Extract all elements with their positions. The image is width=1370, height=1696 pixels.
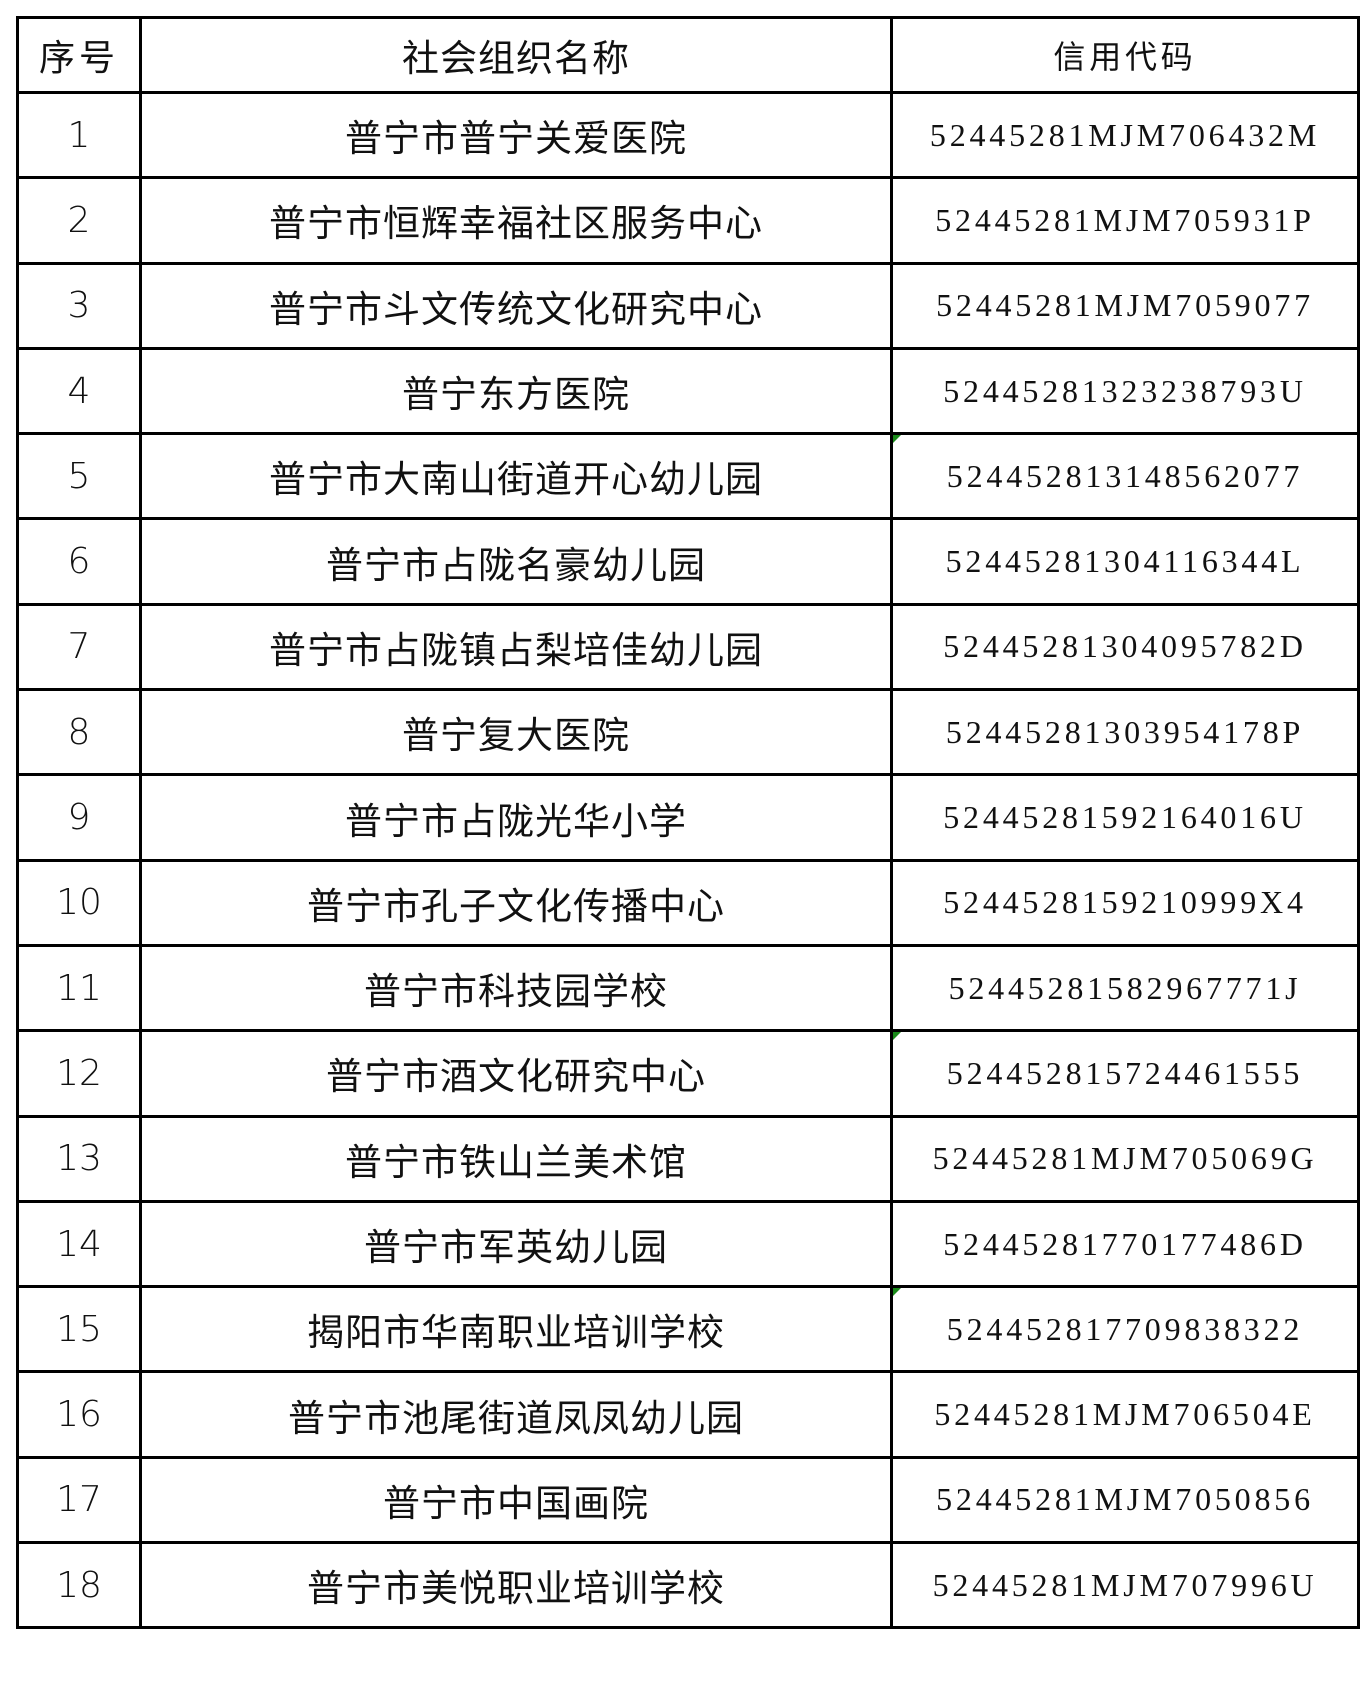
- organization-name-cell: 普宁市占陇光华小学: [139, 773, 893, 862]
- credit-code-cell: 52445281304095782D: [890, 602, 1360, 692]
- serial-number-cell: 6: [16, 517, 142, 606]
- table-row: 9 普宁市占陇光华小学 52445281592164016U: [16, 773, 1360, 862]
- error-indicator-icon: [893, 1288, 901, 1297]
- credit-code-cell: 52445281MJM705069G: [890, 1114, 1360, 1203]
- serial-number-cell: 3: [16, 261, 142, 350]
- organization-name-cell: 普宁市美悦职业培训学校: [139, 1541, 893, 1630]
- credit-code-text: 5244528159210999X4: [943, 884, 1307, 921]
- organization-name-cell: 普宁市科技园学校: [139, 943, 893, 1033]
- credit-code-text: 52445281304116344L: [945, 543, 1305, 580]
- credit-code-cell: 524452817709838322: [890, 1285, 1360, 1374]
- organization-name-cell: 普宁市斗文传统文化研究中心: [139, 261, 893, 350]
- header-serial-number: 序号: [16, 16, 142, 94]
- credit-code-text: 52445281582967771J: [948, 969, 1302, 1006]
- table-row: 7 普宁市占陇镇占梨培佳幼儿园 52445281304095782D: [16, 602, 1360, 692]
- table-row: 10 普宁市孔子文化传播中心 5244528159210999X4: [16, 858, 1360, 947]
- header-organization-name: 社会组织名称: [139, 16, 893, 94]
- error-indicator-icon: [893, 1032, 901, 1041]
- credit-code-text: 524452813148562077: [946, 457, 1304, 494]
- table-row: 11 普宁市科技园学校 52445281582967771J: [16, 943, 1360, 1033]
- organization-name-cell: 普宁市普宁关爱医院: [139, 90, 893, 180]
- credit-code-text: 52445281592164016U: [943, 799, 1307, 836]
- serial-number-cell: 4: [16, 346, 142, 436]
- serial-number-cell: 18: [16, 1541, 142, 1630]
- credit-code-cell: 52445281MJM706432M: [890, 90, 1360, 180]
- organization-name-cell: 普宁市池尾街道凤凤幼儿园: [139, 1370, 893, 1459]
- header-credit-code: 信用代码: [890, 16, 1360, 94]
- serial-number-cell: 11: [16, 943, 142, 1033]
- table-row: 6 普宁市占陇名豪幼儿园 52445281304116344L: [16, 517, 1360, 606]
- credit-code-text: 52445281MJM7059077: [936, 287, 1314, 324]
- credit-code-text: 52445281770177486D: [943, 1225, 1307, 1262]
- table-row: 17 普宁市中国画院 52445281MJM7050856: [16, 1455, 1360, 1545]
- credit-code-text: 52445281MJM706504E: [934, 1396, 1316, 1433]
- organization-name-cell: 普宁市恒辉幸福社区服务中心: [139, 176, 893, 265]
- credit-code-cell: 52445281MJM705931P: [890, 176, 1360, 265]
- credit-code-cell: 52445281582967771J: [890, 943, 1360, 1033]
- credit-code-text: 52445281MJM707996U: [932, 1566, 1318, 1603]
- organization-name-cell: 普宁市中国画院: [139, 1455, 893, 1545]
- organization-name-cell: 普宁复大医院: [139, 688, 893, 777]
- organization-name-cell: 普宁市大南山街道开心幼儿园: [139, 432, 893, 521]
- table-row: 12 普宁市酒文化研究中心 524452815724461555: [16, 1029, 1360, 1118]
- organization-name-cell: 普宁市占陇名豪幼儿园: [139, 517, 893, 606]
- serial-number-cell: 14: [16, 1199, 142, 1289]
- organization-name-cell: 揭阳市华南职业培训学校: [139, 1285, 893, 1374]
- serial-number-cell: 5: [16, 432, 142, 521]
- credit-code-text: 52445281323238793U: [943, 372, 1307, 409]
- organization-name-cell: 普宁市军英幼儿园: [139, 1199, 893, 1289]
- credit-code-text: 52445281303954178P: [945, 713, 1305, 750]
- organization-name-cell: 普宁市占陇镇占梨培佳幼儿园: [139, 602, 893, 692]
- serial-number-cell: 9: [16, 773, 142, 862]
- error-indicator-icon: [893, 435, 901, 444]
- credit-code-text: 52445281MJM705931P: [935, 201, 1315, 238]
- credit-code-text: 52445281MJM7050856: [936, 1481, 1314, 1518]
- credit-code-text: 52445281304095782D: [943, 628, 1307, 665]
- organization-name-cell: 普宁东方医院: [139, 346, 893, 436]
- serial-number-cell: 15: [16, 1285, 142, 1374]
- credit-code-cell: 52445281MJM7059077: [890, 261, 1360, 350]
- table-row: 8 普宁复大医院 52445281303954178P: [16, 688, 1360, 777]
- table-row: 3 普宁市斗文传统文化研究中心 52445281MJM7059077: [16, 261, 1360, 350]
- table-row: 14 普宁市军英幼儿园 52445281770177486D: [16, 1199, 1360, 1289]
- serial-number-cell: 7: [16, 602, 142, 692]
- credit-code-cell: 52445281MJM707996U: [890, 1541, 1360, 1630]
- table-row: 2 普宁市恒辉幸福社区服务中心 52445281MJM705931P: [16, 176, 1360, 265]
- credit-code-text: 524452815724461555: [946, 1054, 1304, 1091]
- credit-code-cell: 52445281MJM706504E: [890, 1370, 1360, 1459]
- credit-code-cell: 524452815724461555: [890, 1029, 1360, 1118]
- serial-number-cell: 8: [16, 688, 142, 777]
- serial-number-cell: 12: [16, 1029, 142, 1118]
- credit-code-cell: 52445281303954178P: [890, 688, 1360, 777]
- serial-number-cell: 1: [16, 90, 142, 180]
- organization-name-cell: 普宁市孔子文化传播中心: [139, 858, 893, 947]
- credit-code-text: 52445281MJM705069G: [932, 1140, 1318, 1177]
- serial-number-cell: 10: [16, 858, 142, 947]
- organization-name-cell: 普宁市铁山兰美术馆: [139, 1114, 893, 1203]
- serial-number-cell: 17: [16, 1455, 142, 1545]
- table-row: 18 普宁市美悦职业培训学校 52445281MJM707996U: [16, 1541, 1360, 1630]
- credit-code-text: 52445281MJM706432M: [929, 116, 1321, 153]
- table-row: 16 普宁市池尾街道凤凤幼儿园 52445281MJM706504E: [16, 1370, 1360, 1459]
- credit-code-cell: 52445281323238793U: [890, 346, 1360, 436]
- credit-code-cell: 52445281304116344L: [890, 517, 1360, 606]
- social-organization-table: 序号 社会组织名称 信用代码 1 普宁市普宁关爱医院 52445281MJM7064…: [16, 16, 1360, 1630]
- serial-number-cell: 2: [16, 176, 142, 265]
- credit-code-text: 524452817709838322: [946, 1310, 1304, 1347]
- serial-number-cell: 16: [16, 1370, 142, 1459]
- table-row: 15 揭阳市华南职业培训学校 524452817709838322: [16, 1285, 1360, 1374]
- credit-code-cell: 52445281592164016U: [890, 773, 1360, 862]
- credit-code-cell: 52445281MJM7050856: [890, 1455, 1360, 1545]
- table-row: 1 普宁市普宁关爱医院 52445281MJM706432M: [16, 90, 1360, 180]
- organization-name-cell: 普宁市酒文化研究中心: [139, 1029, 893, 1118]
- credit-code-cell: 52445281770177486D: [890, 1199, 1360, 1289]
- credit-code-cell: 5244528159210999X4: [890, 858, 1360, 947]
- table-row: 5 普宁市大南山街道开心幼儿园 524452813148562077: [16, 432, 1360, 521]
- table-row: 13 普宁市铁山兰美术馆 52445281MJM705069G: [16, 1114, 1360, 1203]
- header-row: 序号 社会组织名称 信用代码: [16, 16, 1360, 94]
- table-row: 4 普宁东方医院 52445281323238793U: [16, 346, 1360, 436]
- serial-number-cell: 13: [16, 1114, 142, 1203]
- credit-code-cell: 524452813148562077: [890, 432, 1360, 521]
